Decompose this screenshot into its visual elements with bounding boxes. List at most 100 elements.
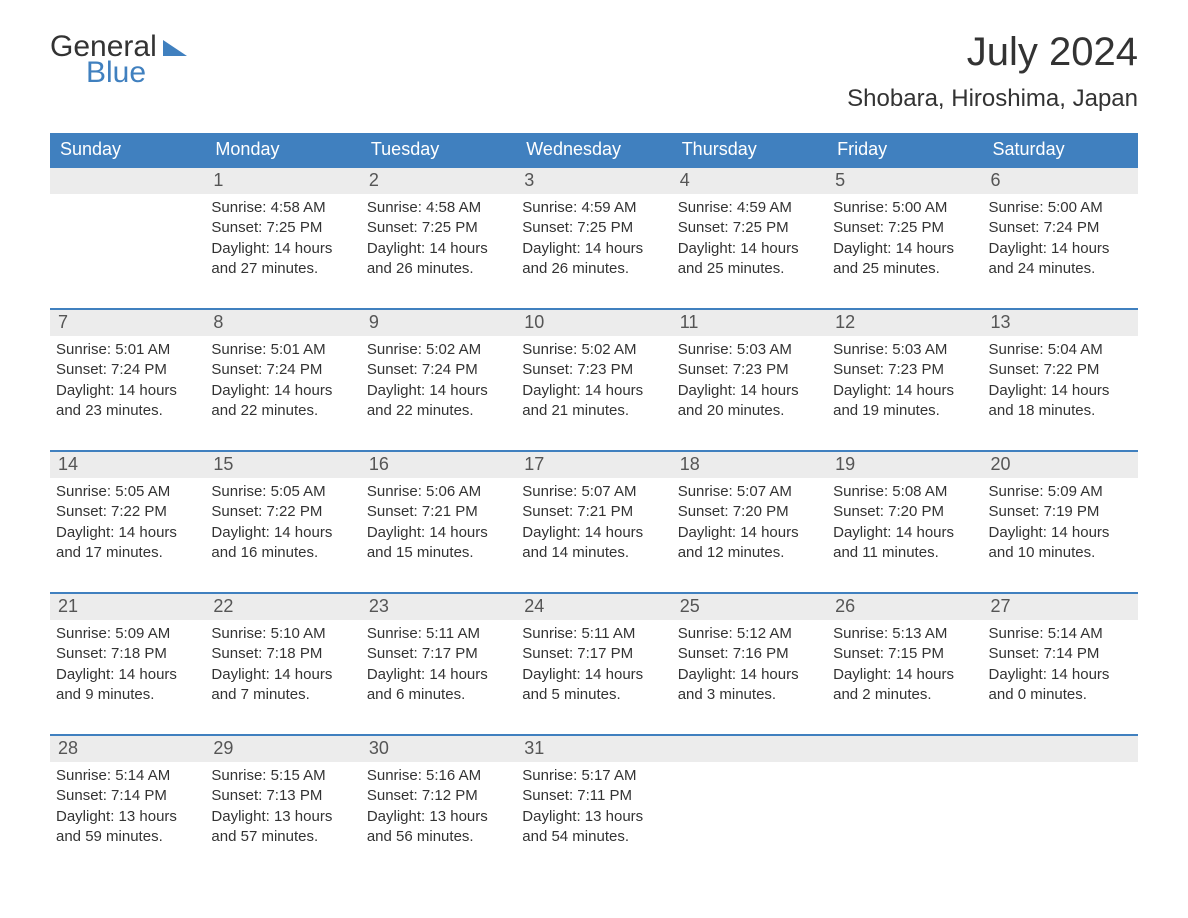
day-cell: 22Sunrise: 5:10 AMSunset: 7:18 PMDayligh…	[205, 594, 360, 730]
day-cell: 8Sunrise: 5:01 AMSunset: 7:24 PMDaylight…	[205, 310, 360, 446]
sunset-text: Sunset: 7:24 PM	[989, 218, 1132, 238]
day-body: Sunrise: 5:01 AMSunset: 7:24 PMDaylight:…	[205, 336, 360, 429]
day-body	[50, 194, 205, 206]
sunrise-text: Sunrise: 5:14 AM	[989, 624, 1132, 644]
day-number: 30	[361, 736, 516, 762]
weekday-header: Monday	[205, 133, 360, 166]
sunrise-text: Sunrise: 5:11 AM	[522, 624, 665, 644]
day-cell: 26Sunrise: 5:13 AMSunset: 7:15 PMDayligh…	[827, 594, 982, 730]
day-number: 11	[672, 310, 827, 336]
sunrise-text: Sunrise: 5:05 AM	[56, 482, 199, 502]
day-cell: 7Sunrise: 5:01 AMSunset: 7:24 PMDaylight…	[50, 310, 205, 446]
day-number: 29	[205, 736, 360, 762]
day-number: 28	[50, 736, 205, 762]
sunset-text: Sunset: 7:25 PM	[522, 218, 665, 238]
sunset-text: Sunset: 7:22 PM	[211, 502, 354, 522]
daylight-text: Daylight: 14 hours and 15 minutes.	[367, 523, 510, 564]
week-row: 21 Sunrise: 5:09 AM Sunset: 7:18 PM Dayligh…	[50, 592, 1138, 730]
day-number	[983, 736, 1138, 762]
sunset-text: Sunset: 7:23 PM	[833, 360, 976, 380]
sunrise-text: Sunrise: 5:06 AM	[367, 482, 510, 502]
sunrise-text: Sunrise: 5:03 AM	[833, 340, 976, 360]
day-body: Sunrise: 5:11 AMSunset: 7:17 PMDaylight:…	[361, 620, 516, 713]
sunset-text: Sunset: 7:11 PM	[522, 786, 665, 806]
calendar: Sunday Monday Tuesday Wednesday Thursday…	[50, 133, 1138, 872]
sunset-text: Sunset: 7:25 PM	[367, 218, 510, 238]
day-number: 6	[983, 168, 1138, 194]
daylight-text: Daylight: 13 hours and 56 minutes.	[367, 807, 510, 848]
weekday-header-row: Sunday Monday Tuesday Wednesday Thursday…	[50, 133, 1138, 166]
day-number: 21	[50, 594, 205, 620]
day-number: 1	[205, 168, 360, 194]
daylight-text: Daylight: 14 hours and 26 minutes.	[522, 239, 665, 280]
day-body: Sunrise: 4:59 AMSunset: 7:25 PMDaylight:…	[672, 194, 827, 287]
daylight-text: Daylight: 14 hours and 24 minutes.	[989, 239, 1132, 280]
day-cell: 4Sunrise: 4:59 AMSunset: 7:25 PMDaylight…	[672, 168, 827, 304]
sunrise-text: Sunrise: 5:12 AM	[678, 624, 821, 644]
location-label: Shobara, Hiroshima, Japan	[847, 85, 1138, 113]
day-cell: 1Sunrise: 4:58 AMSunset: 7:25 PMDaylight…	[205, 168, 360, 304]
daylight-text: Daylight: 14 hours and 20 minutes.	[678, 381, 821, 422]
day-body: Sunrise: 5:03 AMSunset: 7:23 PMDaylight:…	[827, 336, 982, 429]
day-number: 16	[361, 452, 516, 478]
sunset-text: Sunset: 7:25 PM	[211, 218, 354, 238]
weekday-header: Tuesday	[361, 133, 516, 166]
sunrise-text: Sunrise: 5:14 AM	[56, 766, 199, 786]
week-row: 14Sunrise: 5:05 AMSunset: 7:22 PMDayligh…	[50, 450, 1138, 588]
day-number: 3	[516, 168, 671, 194]
sunrise-text: Sunrise: 5:13 AM	[833, 624, 976, 644]
logo-triangle-icon	[163, 40, 187, 56]
day-number: 8	[205, 310, 360, 336]
day-number	[50, 168, 205, 194]
day-cell: 28Sunrise: 5:14 AMSunset: 7:14 PMDayligh…	[50, 736, 205, 872]
sunrise-text: Sunrise: 5:09 AM	[989, 482, 1132, 502]
header: General Blue July 2024 Shobara, Hiroshim…	[50, 30, 1138, 113]
sunrise-text: Sunrise: 5:00 AM	[989, 198, 1132, 218]
daylight-text: Daylight: 14 hours and 25 minutes.	[678, 239, 821, 280]
day-cell: 29Sunrise: 5:15 AMSunset: 7:13 PMDayligh…	[205, 736, 360, 872]
sunset-text: Sunset: 7:22 PM	[56, 502, 199, 522]
day-number: 24	[516, 594, 671, 620]
day-cell: 19Sunrise: 5:08 AMSunset: 7:20 PMDayligh…	[827, 452, 982, 588]
day-body: Sunrise: 5:01 AMSunset: 7:24 PMDaylight:…	[50, 336, 205, 429]
day-cell: 18Sunrise: 5:07 AMSunset: 7:20 PMDayligh…	[672, 452, 827, 588]
sunset-text: Sunset: 7:18 PM	[211, 644, 354, 664]
day-number: 15	[205, 452, 360, 478]
daylight-text: Daylight: 14 hours and 23 minutes.	[56, 381, 199, 422]
sunset-text: Sunset: 7:15 PM	[833, 644, 976, 664]
day-body: Sunrise: 5:11 AMSunset: 7:17 PMDaylight:…	[516, 620, 671, 713]
day-body: Sunrise: 5:08 AMSunset: 7:20 PMDaylight:…	[827, 478, 982, 571]
day-body: Sunrise: 4:58 AMSunset: 7:25 PMDaylight:…	[361, 194, 516, 287]
day-body: Sunrise: 5:10 AMSunset: 7:18 PMDaylight:…	[205, 620, 360, 713]
sunrise-text: Sunrise: 4:59 AM	[678, 198, 821, 218]
daylight-text: Daylight: 14 hours and 27 minutes.	[211, 239, 354, 280]
sunset-text: Sunset: 7:17 PM	[367, 644, 510, 664]
sunrise-text: Sunrise: 5:01 AM	[56, 340, 199, 360]
sunset-text: Sunset: 7:20 PM	[833, 502, 976, 522]
day-body: Sunrise: 5:14 AMSunset: 7:14 PMDaylight:…	[983, 620, 1138, 713]
daylight-text: Daylight: 14 hours and 3 minutes.	[678, 665, 821, 706]
title-block: July 2024 Shobara, Hiroshima, Japan	[847, 30, 1138, 113]
sunset-text: Sunset: 7:24 PM	[56, 360, 199, 380]
day-number: 20	[983, 452, 1138, 478]
day-number: 31	[516, 736, 671, 762]
sunrise-text: Sunrise: 5:09 AM	[56, 624, 199, 644]
day-cell: 10Sunrise: 5:02 AMSunset: 7:23 PMDayligh…	[516, 310, 671, 446]
day-number: 2	[361, 168, 516, 194]
sunrise-text: Sunrise: 5:07 AM	[522, 482, 665, 502]
day-cell: 31Sunrise: 5:17 AMSunset: 7:11 PMDayligh…	[516, 736, 671, 872]
day-body: Sunrise: 5:17 AMSunset: 7:11 PMDaylight:…	[516, 762, 671, 855]
logo-word2: Blue	[86, 56, 187, 90]
sunrise-text: Sunrise: 5:01 AM	[211, 340, 354, 360]
day-cell: 27Sunrise: 5:14 AMSunset: 7:14 PMDayligh…	[983, 594, 1138, 730]
day-body: Sunrise: 5:00 AMSunset: 7:24 PMDaylight:…	[983, 194, 1138, 287]
daylight-text: Daylight: 14 hours and 2 minutes.	[833, 665, 976, 706]
sunset-text: Sunset: 7:20 PM	[678, 502, 821, 522]
daylight-text: Daylight: 14 hours and 18 minutes.	[989, 381, 1132, 422]
day-cell: 6Sunrise: 5:00 AMSunset: 7:24 PMDaylight…	[983, 168, 1138, 304]
sunrise-text: Sunrise: 5:11 AM	[367, 624, 510, 644]
sunset-text: Sunset: 7:22 PM	[989, 360, 1132, 380]
day-cell: 14Sunrise: 5:05 AMSunset: 7:22 PMDayligh…	[50, 452, 205, 588]
sunrise-text: Sunrise: 5:16 AM	[367, 766, 510, 786]
day-number: 19	[827, 452, 982, 478]
